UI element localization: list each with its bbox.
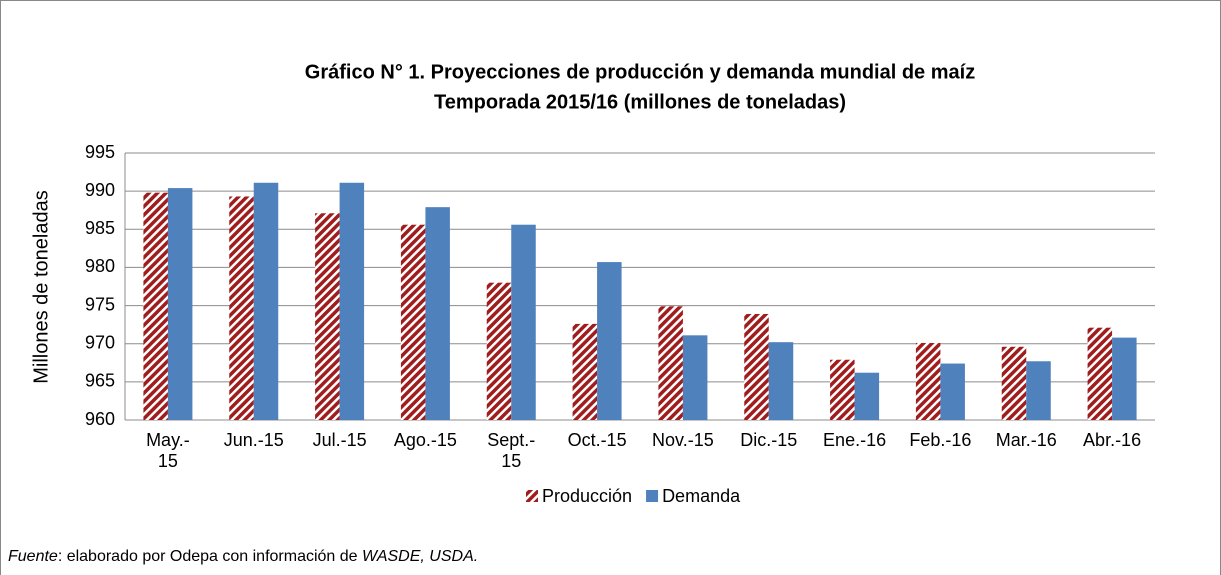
source-text: : elaborado por Odepa con información de (57, 548, 363, 565)
y-tick-label: 960 (85, 409, 115, 429)
legend-label: Producción (542, 486, 632, 506)
y-tick-label: 965 (85, 371, 115, 391)
y-tick-label: 985 (85, 218, 115, 238)
source-ref: WASDE, USDA. (362, 548, 479, 565)
x-tick-label: Sept.- 15 (487, 430, 536, 471)
x-tick-label: May.- 15 (146, 430, 190, 471)
x-tick-label: Feb.-16 (909, 430, 972, 450)
x-tick-label: Abr.-16 (1083, 430, 1142, 450)
y-axis-label: Millones de toneladas (30, 190, 52, 383)
bar (339, 182, 365, 420)
x-tick-label: Jun.-15 (223, 430, 284, 450)
y-tick-label: 995 (85, 142, 115, 162)
bar (229, 196, 254, 420)
x-tick-label: Mar.-16 (995, 430, 1057, 450)
bar (854, 372, 880, 420)
legend-swatch (646, 490, 659, 502)
bar (572, 323, 598, 420)
bar (597, 262, 622, 420)
bar (315, 213, 340, 420)
source-note: Fuente: elaborado por Odepa con informac… (8, 548, 478, 566)
bar (1112, 337, 1137, 420)
bar (1087, 327, 1113, 420)
bar (425, 207, 450, 420)
bar (682, 335, 708, 420)
bar (830, 359, 855, 420)
bar (744, 313, 769, 420)
x-tick-label: Oct.-15 (567, 430, 627, 450)
bar (915, 342, 941, 420)
x-tick-label: Ene.-16 (823, 430, 887, 450)
bar (143, 192, 168, 420)
y-tick-label: 975 (85, 294, 115, 314)
x-tick-label: Ago.-15 (393, 430, 457, 450)
bar (940, 363, 965, 420)
bar (1026, 361, 1051, 420)
bar (253, 182, 279, 420)
x-tick-label: Nov.-15 (652, 430, 714, 450)
bar (511, 224, 536, 420)
chart-title: Gráfico N° 1. Proyecciones de producción… (305, 61, 975, 83)
x-tick-label: Dic.-15 (740, 430, 798, 450)
chart-subtitle: Temporada 2015/16 (millones de toneladas… (434, 91, 846, 113)
legend-label: Demanda (662, 486, 741, 506)
source-label: Fuente (8, 548, 58, 565)
bar (1001, 346, 1027, 420)
bar (658, 306, 683, 420)
y-tick-label: 980 (85, 256, 115, 276)
bar (167, 188, 193, 420)
legend-swatch (526, 490, 538, 502)
bar (400, 224, 426, 420)
y-tick-label: 990 (85, 180, 115, 200)
y-tick-label: 970 (85, 332, 115, 352)
bar (486, 282, 512, 420)
x-tick-label: Jul.-15 (312, 430, 367, 450)
bar (768, 342, 794, 420)
